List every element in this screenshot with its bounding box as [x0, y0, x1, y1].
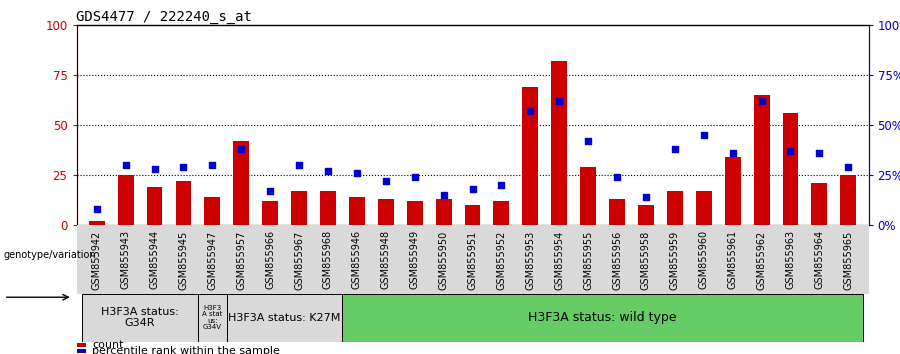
Point — [89, 206, 104, 212]
Bar — [464, 205, 481, 225]
Point — [379, 178, 393, 184]
Bar — [696, 191, 712, 225]
Bar — [89, 221, 104, 225]
Bar — [233, 141, 249, 225]
Point — [668, 146, 682, 152]
Point — [465, 186, 480, 192]
Bar — [552, 61, 567, 225]
Bar — [76, 343, 86, 347]
Bar — [407, 201, 423, 225]
Text: GSM855957: GSM855957 — [237, 230, 247, 290]
Bar — [349, 197, 364, 225]
Bar — [667, 191, 683, 225]
Point — [263, 188, 277, 194]
Text: GSM855958: GSM855958 — [641, 230, 651, 290]
Point — [754, 98, 769, 104]
Text: GSM855965: GSM855965 — [843, 230, 853, 290]
Point — [523, 108, 537, 114]
Point — [436, 192, 451, 198]
Bar — [176, 181, 192, 225]
Text: GSM855964: GSM855964 — [814, 230, 824, 290]
Text: GSM855943: GSM855943 — [121, 230, 130, 290]
Text: GSM855950: GSM855950 — [438, 230, 448, 290]
Point — [408, 174, 422, 179]
Text: GSM855944: GSM855944 — [149, 230, 159, 290]
Text: GSM855959: GSM855959 — [670, 230, 680, 290]
Point — [148, 166, 162, 172]
Bar — [204, 197, 220, 225]
Text: GSM855956: GSM855956 — [612, 230, 622, 290]
Point — [697, 132, 711, 138]
Text: GSM855961: GSM855961 — [727, 230, 738, 290]
Point — [639, 194, 653, 200]
Text: GSM855952: GSM855952 — [497, 230, 507, 290]
Bar — [320, 191, 336, 225]
Bar — [76, 349, 86, 353]
Bar — [609, 199, 625, 225]
Text: GSM855946: GSM855946 — [352, 230, 362, 290]
Bar — [227, 294, 342, 342]
Point — [350, 170, 365, 176]
Bar — [198, 294, 227, 342]
Point — [725, 150, 740, 156]
Bar — [782, 113, 798, 225]
Text: GSM855968: GSM855968 — [323, 230, 333, 290]
Bar — [753, 95, 770, 225]
Point — [320, 168, 335, 173]
Bar — [342, 294, 863, 342]
Bar — [262, 201, 278, 225]
Text: H3F3
A stat
us:
G34V: H3F3 A stat us: G34V — [202, 305, 222, 331]
Point — [205, 162, 220, 168]
Text: GSM855945: GSM855945 — [178, 230, 188, 290]
Point — [610, 174, 625, 179]
Bar — [638, 205, 654, 225]
Point — [580, 138, 595, 144]
Point — [783, 148, 797, 154]
Point — [234, 146, 248, 152]
Text: GSM855955: GSM855955 — [583, 230, 593, 290]
Point — [494, 182, 508, 188]
Text: percentile rank within the sample: percentile rank within the sample — [92, 346, 280, 354]
Bar — [118, 175, 133, 225]
Point — [119, 162, 133, 168]
Text: count: count — [92, 340, 124, 350]
Text: H3F3A status: K27M: H3F3A status: K27M — [229, 313, 341, 323]
Bar — [580, 167, 596, 225]
Text: GSM855954: GSM855954 — [554, 230, 564, 290]
Point — [812, 150, 826, 156]
Bar — [147, 187, 163, 225]
Text: GSM855953: GSM855953 — [526, 230, 536, 290]
Point — [552, 98, 566, 104]
Text: GDS4477 / 222240_s_at: GDS4477 / 222240_s_at — [76, 10, 252, 24]
Text: GSM855960: GSM855960 — [698, 230, 708, 290]
Bar — [724, 157, 741, 225]
Text: GSM855962: GSM855962 — [757, 230, 767, 290]
Bar — [841, 175, 856, 225]
Text: GSM855949: GSM855949 — [410, 230, 419, 290]
Bar — [522, 87, 538, 225]
Bar — [291, 191, 307, 225]
Point — [292, 162, 306, 168]
Text: GSM855942: GSM855942 — [92, 230, 102, 290]
Text: genotype/variation: genotype/variation — [4, 251, 96, 261]
Bar — [378, 199, 393, 225]
Text: GSM855948: GSM855948 — [381, 230, 391, 290]
Text: GSM855963: GSM855963 — [786, 230, 796, 290]
Text: H3F3A status:
G34R: H3F3A status: G34R — [101, 307, 179, 328]
Point — [176, 164, 191, 170]
Bar — [493, 201, 509, 225]
Text: GSM855947: GSM855947 — [207, 230, 218, 290]
Text: GSM855951: GSM855951 — [467, 230, 478, 290]
Text: GSM855966: GSM855966 — [266, 230, 275, 290]
Text: GSM855967: GSM855967 — [294, 230, 304, 290]
Bar — [436, 199, 452, 225]
Bar — [812, 183, 827, 225]
Point — [842, 164, 856, 170]
Bar — [82, 294, 198, 342]
Text: H3F3A status: wild type: H3F3A status: wild type — [528, 311, 677, 324]
